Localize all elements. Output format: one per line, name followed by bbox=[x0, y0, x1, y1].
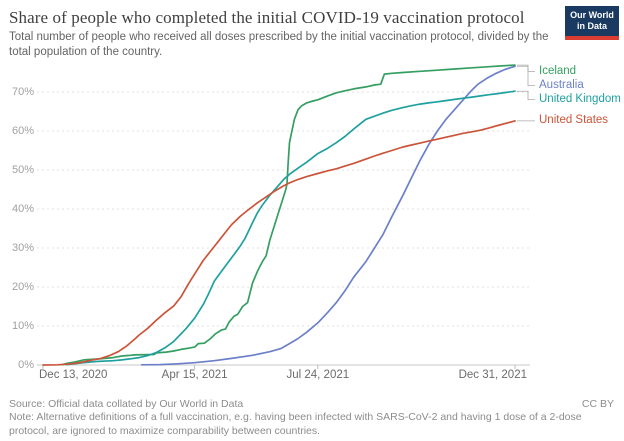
chart-title: Share of people who completed the initia… bbox=[9, 8, 525, 27]
y-axis-tick-label: 60% bbox=[11, 125, 34, 137]
series-line-australia[interactable] bbox=[140, 65, 516, 366]
y-axis-tick-label: 30% bbox=[11, 242, 34, 254]
y-axis-tick-label: 50% bbox=[11, 164, 34, 176]
legend-label-australia[interactable]: Australia bbox=[539, 78, 584, 91]
note-text: Note: Alternative definitions of a full … bbox=[9, 411, 582, 437]
x-axis-tick-label: Dec 13, 2020 bbox=[39, 369, 108, 381]
x-axis-tick-label: Dec 31, 2021 bbox=[458, 369, 527, 381]
y-axis-tick-label: 10% bbox=[11, 320, 34, 332]
series-line-united-states[interactable] bbox=[42, 120, 516, 366]
y-axis-tick-label: 20% bbox=[11, 281, 34, 293]
chart-subtitle: Total number of people who received all … bbox=[9, 31, 549, 58]
owid-logo-line1: Our World bbox=[570, 10, 614, 20]
legend-label-iceland[interactable]: Iceland bbox=[539, 64, 577, 77]
series-line-iceland[interactable] bbox=[61, 64, 516, 366]
x-axis-tick-label: Apr 15, 2021 bbox=[161, 369, 228, 381]
x-axis-tick-label: Jul 24, 2021 bbox=[286, 369, 350, 381]
owid-logo[interactable]: Our World in Data bbox=[565, 6, 619, 40]
legend-connector bbox=[517, 65, 535, 86]
source-text: Source: Official data collated by Our Wo… bbox=[9, 398, 244, 410]
y-axis-tick-label: 0% bbox=[18, 359, 34, 371]
legend-connector bbox=[517, 90, 535, 100]
legend-label-united-kingdom[interactable]: United Kingdom bbox=[539, 92, 621, 105]
legend-label-united-states[interactable]: United States bbox=[539, 113, 609, 126]
license-link[interactable]: CC BY bbox=[581, 398, 614, 410]
y-axis-tick-label: 70% bbox=[11, 86, 34, 98]
y-axis-tick-label: 40% bbox=[11, 203, 34, 215]
owid-logo-line2: in Data bbox=[576, 21, 607, 32]
series-line-united-kingdom[interactable] bbox=[65, 90, 516, 366]
